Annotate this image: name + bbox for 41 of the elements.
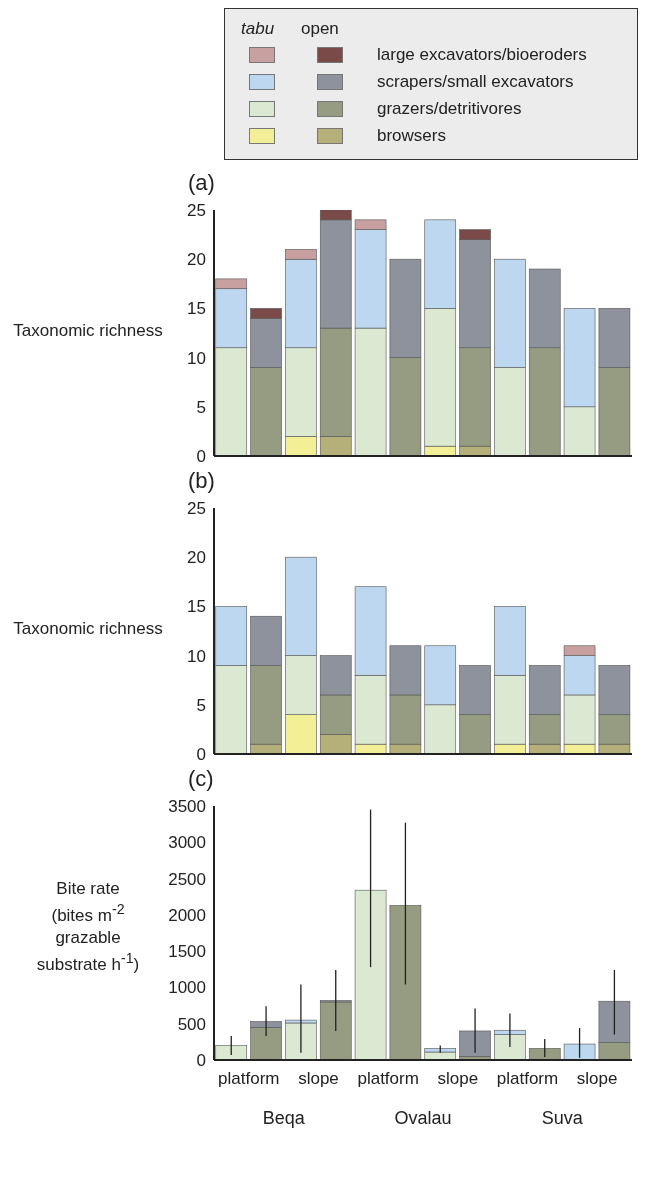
y-tick-label: 15 <box>187 299 206 319</box>
x-tick-label: slope <box>576 1069 618 1088</box>
x-tick-label: slope <box>298 1069 339 1088</box>
x-tick-label: platform <box>218 1069 280 1088</box>
x-tick-label: platform <box>496 1069 559 1088</box>
text: tabu <box>241 19 276 39</box>
text: Suva <box>540 1108 584 1129</box>
y-tick-label: 2000 <box>168 905 206 925</box>
y-tick-label: 20 <box>187 548 206 568</box>
y-axis-title: Taxonomic richness <box>13 617 163 640</box>
y-tick-label: 5 <box>196 695 206 715</box>
y-tick-label: 0 <box>196 1051 206 1071</box>
y-tick-label: 0 <box>196 745 206 765</box>
text: open <box>301 19 340 39</box>
legend-label: large excavators/bioeroders <box>377 44 587 65</box>
y-tick-label: 15 <box>187 597 206 617</box>
y-tick-label: 2500 <box>168 869 206 889</box>
chart-title: (c) <box>188 766 215 793</box>
y-tick-label: 20 <box>187 250 206 270</box>
text: Ovalau <box>393 1108 453 1129</box>
chart-title: (b) <box>188 468 216 495</box>
chart-title: (a) <box>188 170 216 197</box>
y-tick-label: 3000 <box>168 833 206 853</box>
y-axis-title: Bite rate (bites m$^{-2}$ grazable substrate h$^{-1}$) <box>36 878 140 976</box>
text: Beqa <box>261 1108 306 1129</box>
legend-label: scrapers/small excavators <box>377 71 574 92</box>
y-tick-label: 500 <box>177 1014 206 1034</box>
legend-label: browsers <box>377 125 446 146</box>
y-tick-label: 0 <box>196 447 206 467</box>
y-tick-label: 1500 <box>168 942 206 962</box>
y-tick-label: 25 <box>187 499 206 519</box>
y-tick-label: 3500 <box>168 797 206 817</box>
x-tick-label: platform <box>357 1069 419 1088</box>
legend-label: grazers/detritivores <box>377 98 522 119</box>
y-tick-label: 25 <box>187 201 206 221</box>
x-tick-label: slope <box>437 1069 479 1088</box>
y-tick-label: 10 <box>187 646 206 666</box>
y-tick-label: 5 <box>196 397 206 417</box>
y-tick-label: 1000 <box>168 978 206 998</box>
y-axis-title: Taxonomic richness <box>13 319 163 342</box>
y-tick-label: 10 <box>187 348 206 368</box>
